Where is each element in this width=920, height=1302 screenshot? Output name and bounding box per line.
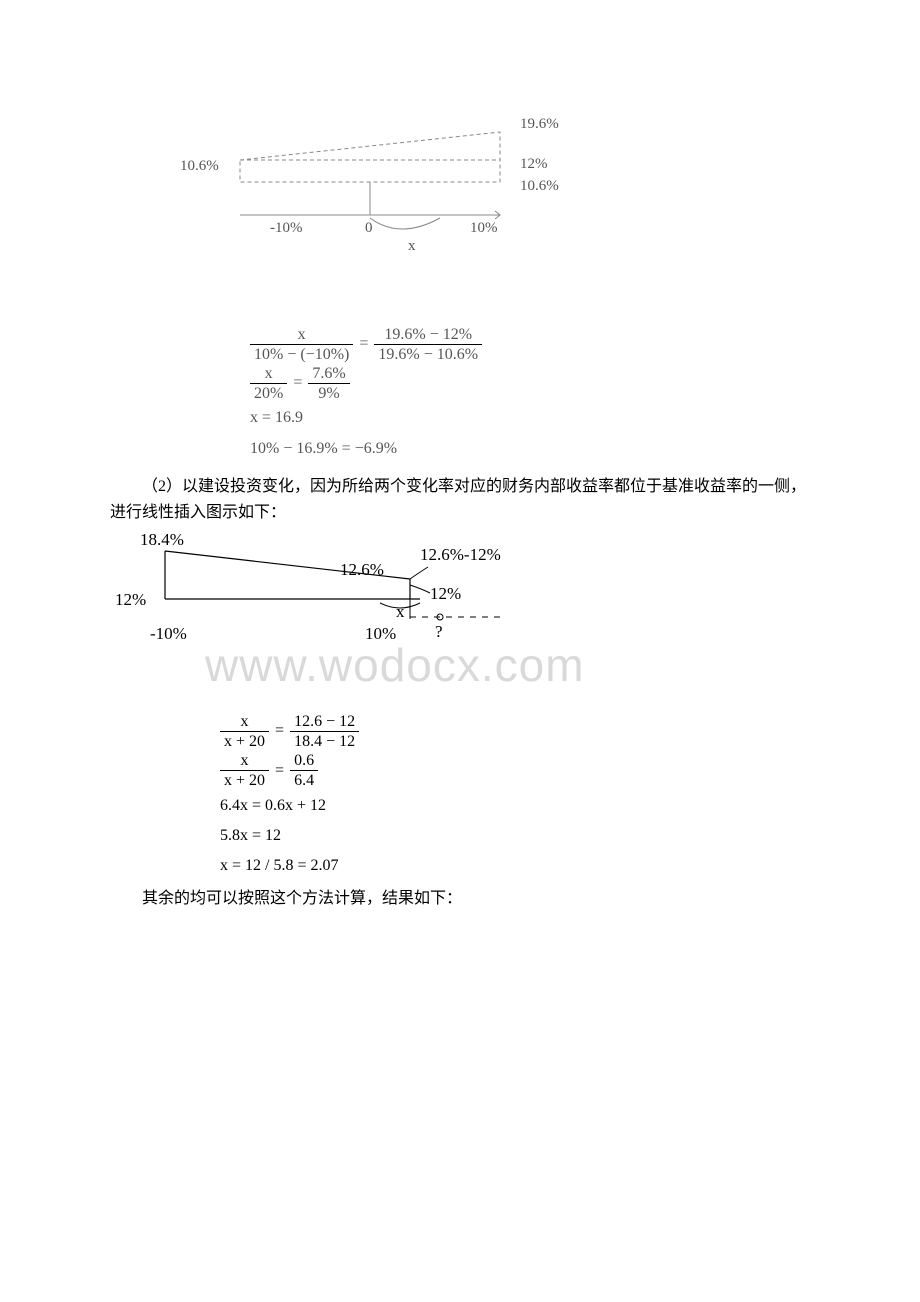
d1-axis-var: x (408, 238, 416, 254)
d2-top-left: 18.4% (140, 530, 184, 549)
d1-mid-lower: 10.6% (520, 178, 559, 194)
paragraph-2: 其余的均可以按照这个方法计算，结果如下： (110, 886, 820, 912)
d2-left-base: 12% (115, 590, 146, 609)
d2-axis-right: 10% (365, 624, 396, 643)
d2-axis-left: -10% (150, 624, 187, 643)
diagram-1: 19.6% 12% 10.6% 10.6% -10% 0 10% x (140, 110, 620, 319)
d2-xvar: x (396, 602, 405, 621)
d1-left: 10.6% (180, 158, 219, 174)
equation-block-2: xx + 20 = 12.6 − 1218.4 − 12 xx + 20 = 0… (220, 712, 820, 882)
d2-base: 12% (430, 584, 461, 603)
d2-q: ? (435, 622, 443, 641)
eq2-line3: 6.4x = 0.6x + 12 (220, 791, 326, 821)
diagram-2: 18.4% 12.6% 12.6%-12% 12% 12% (110, 527, 590, 706)
d1-mid-upper: 12% (520, 156, 548, 172)
d2-mid: 12.6% (340, 560, 384, 579)
eq2-line5: x = 12 / 5.8 = 2.07 (220, 851, 339, 881)
eq1-line4: 10% − 16.9% = −6.9% (250, 434, 397, 464)
paragraph-1: （2）以建设投资变化，因为所给两个变化率对应的财务内部收益率都位于基准收益率的一… (110, 474, 820, 525)
d2-diff: 12.6%-12% (420, 545, 501, 564)
d1-top-right: 19.6% (520, 116, 559, 132)
eq2-line4: 5.8x = 12 (220, 821, 281, 851)
d1-axis-left: -10% (270, 220, 303, 236)
d1-axis-right: 10% (470, 220, 498, 236)
d1-axis-mid: 0 (365, 220, 373, 236)
eq1-line3: x = 16.9 (250, 403, 303, 433)
equation-block-1: x10% − (−10%) = 19.6% − 12%19.6% − 10.6%… (250, 325, 820, 465)
